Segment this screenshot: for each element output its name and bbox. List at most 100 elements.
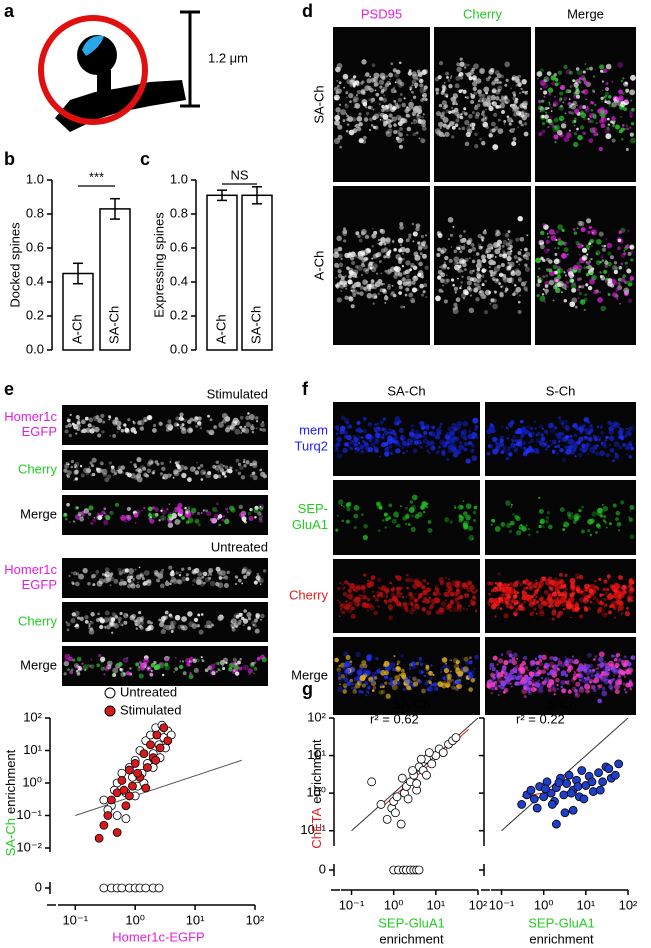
micrograph-spot xyxy=(590,424,593,427)
micrograph-spot xyxy=(591,101,595,105)
micrograph-spot xyxy=(378,241,383,246)
micrograph-spot xyxy=(584,583,590,590)
micrograph-spot xyxy=(140,574,144,578)
micrograph-spot xyxy=(492,303,498,310)
micrograph-spot xyxy=(365,72,370,77)
micrograph-spot xyxy=(464,111,468,116)
micrograph-spot xyxy=(493,112,498,117)
point xyxy=(547,800,557,809)
micrograph-spot xyxy=(340,425,346,432)
micrograph-spot xyxy=(405,577,410,583)
micrograph-spot xyxy=(607,278,613,283)
micrograph-spot xyxy=(164,665,170,671)
micrograph-spot xyxy=(466,72,472,78)
micrograph-spot xyxy=(111,673,115,677)
micrograph-spot xyxy=(334,137,341,144)
micrograph-spot xyxy=(629,577,634,582)
micrograph-spot xyxy=(445,431,450,437)
micrograph-spot xyxy=(181,472,187,479)
micrograph-spot xyxy=(401,674,407,680)
micrograph-spot xyxy=(522,451,528,457)
micrograph-spot xyxy=(166,473,172,478)
micrograph-spot xyxy=(362,416,367,421)
micrograph-spot xyxy=(543,590,549,595)
micrograph-spot xyxy=(604,98,607,102)
micrograph-spot xyxy=(608,669,611,672)
micrograph-spot xyxy=(449,520,453,524)
micrograph-spot xyxy=(617,277,622,282)
micrograph-spot xyxy=(344,252,350,259)
micrograph-spot xyxy=(184,506,187,510)
micrograph-spot xyxy=(523,122,528,126)
micrograph-spot xyxy=(354,447,357,450)
micrograph-spot xyxy=(71,581,75,585)
micrograph-spot xyxy=(343,239,347,243)
micrograph-spot xyxy=(629,444,633,449)
micrograph-spot xyxy=(579,674,584,679)
micrograph-spot xyxy=(363,265,366,268)
micrograph-spot xyxy=(562,591,568,597)
micrograph-spot xyxy=(242,624,245,627)
micrograph-spot xyxy=(629,126,632,129)
micrograph-spot xyxy=(537,679,540,682)
micrograph-spot xyxy=(511,598,516,603)
y-tick-label: 0 xyxy=(35,879,42,894)
micrograph-spot xyxy=(535,667,539,671)
micrograph-spot xyxy=(456,420,463,427)
micrograph-spot xyxy=(508,239,513,244)
micrograph-spot xyxy=(486,452,491,456)
micrograph-spot xyxy=(241,516,247,522)
micrograph-spot xyxy=(255,416,259,420)
micrograph-spot xyxy=(423,283,428,288)
micrograph xyxy=(62,495,268,535)
micrograph-spot xyxy=(606,126,610,130)
micrograph-spot xyxy=(574,692,581,698)
micrograph-spot xyxy=(393,605,396,608)
y-tick-label: 10⁻² xyxy=(16,839,42,854)
micrograph-spot xyxy=(126,614,128,617)
micrograph-spot xyxy=(599,291,602,294)
micrograph-spot xyxy=(588,588,591,591)
micrograph-spot xyxy=(521,90,525,94)
micrograph-spot xyxy=(64,463,70,469)
micrograph-spot xyxy=(620,262,624,265)
micrograph-spot xyxy=(425,587,431,593)
micrograph-spot xyxy=(453,256,460,262)
micrograph-spot xyxy=(463,66,467,69)
micrograph-spot xyxy=(460,432,467,439)
micrograph-spot xyxy=(513,290,519,295)
micrograph-spot xyxy=(626,661,632,667)
micrograph-spot xyxy=(563,270,566,273)
micrograph-spot xyxy=(587,420,591,424)
micrograph-spot xyxy=(467,429,472,434)
micrograph-spot xyxy=(110,465,115,470)
micrograph-spot xyxy=(217,582,224,589)
micrograph-spot xyxy=(96,663,101,668)
micrograph-spot xyxy=(464,260,467,262)
micrograph-spot xyxy=(631,107,635,112)
micrograph-spot xyxy=(77,665,82,671)
micrograph-spot xyxy=(193,617,199,623)
micrograph-spot xyxy=(439,422,443,426)
micrograph-spot xyxy=(459,57,463,61)
micrograph-spot xyxy=(536,293,540,298)
micrograph-spot xyxy=(528,432,533,437)
micrograph-spot xyxy=(422,290,426,294)
micrograph-spot xyxy=(127,584,132,589)
micrograph-spot xyxy=(510,604,515,609)
micrograph-spot xyxy=(74,615,78,618)
micrograph-spot xyxy=(475,589,478,593)
micrograph-spot xyxy=(340,415,346,420)
micrograph-spot xyxy=(487,436,490,439)
micrograph-spot xyxy=(554,252,558,256)
micrograph-spot xyxy=(445,95,449,98)
micrograph-spot xyxy=(425,445,428,448)
micrograph-spot xyxy=(419,87,426,94)
micrograph-spot xyxy=(154,460,159,464)
micrograph-spot xyxy=(85,427,91,433)
micrograph-spot xyxy=(387,435,393,441)
micrograph-spot xyxy=(396,137,403,144)
micrograph-spot xyxy=(355,446,360,452)
x-tick-label: 10⁻¹ xyxy=(489,897,515,912)
micrograph-spot xyxy=(344,103,348,106)
